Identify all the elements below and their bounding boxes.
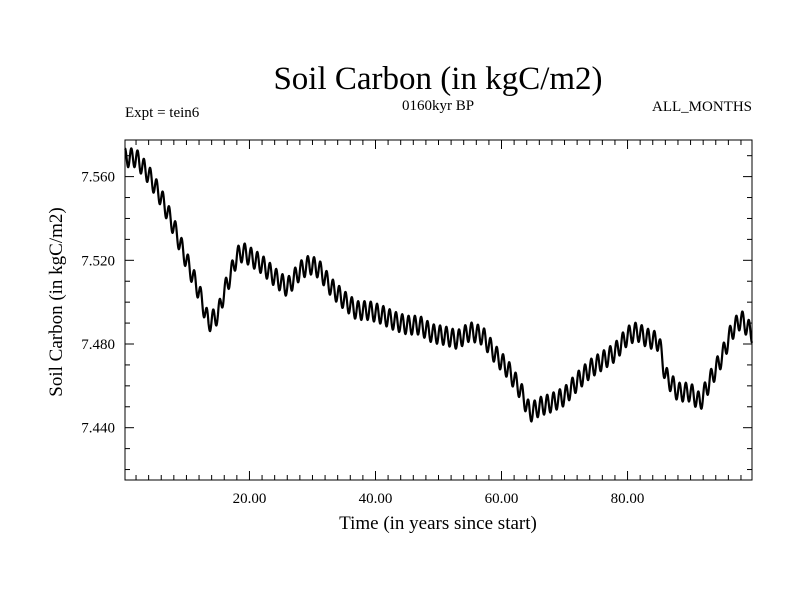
y-tick-label: 7.560 [81,170,115,186]
series-line-soil-carbon [124,147,754,423]
x-axis-label: Time (in years since start) [339,513,537,534]
y-tick-label: 7.520 [81,253,115,269]
y-tick-label: 7.480 [81,337,115,353]
x-tick-label: 60.00 [485,491,519,507]
x-tick-label: 80.00 [611,491,645,507]
experiment-label: Expt = tein6 [125,105,200,121]
axis-ticks [125,140,752,480]
y-tick-label: 7.440 [81,421,115,437]
plot-frame [124,139,753,481]
y-axis-label: Soil Carbon (in kgC/m2) [46,207,67,396]
months-label: ALL_MONTHS [652,99,752,115]
x-tick-label: 20.00 [233,491,267,507]
chart-subtitle: 0160kyr BP [402,98,474,114]
tick-labels: 20.00 40.00 60.00 80.00 7.440 7.480 7.520 7.560 [81,170,644,507]
chart-title: Soil Carbon (in kgC/m2) [273,61,602,97]
x-tick-label: 40.00 [359,491,393,507]
